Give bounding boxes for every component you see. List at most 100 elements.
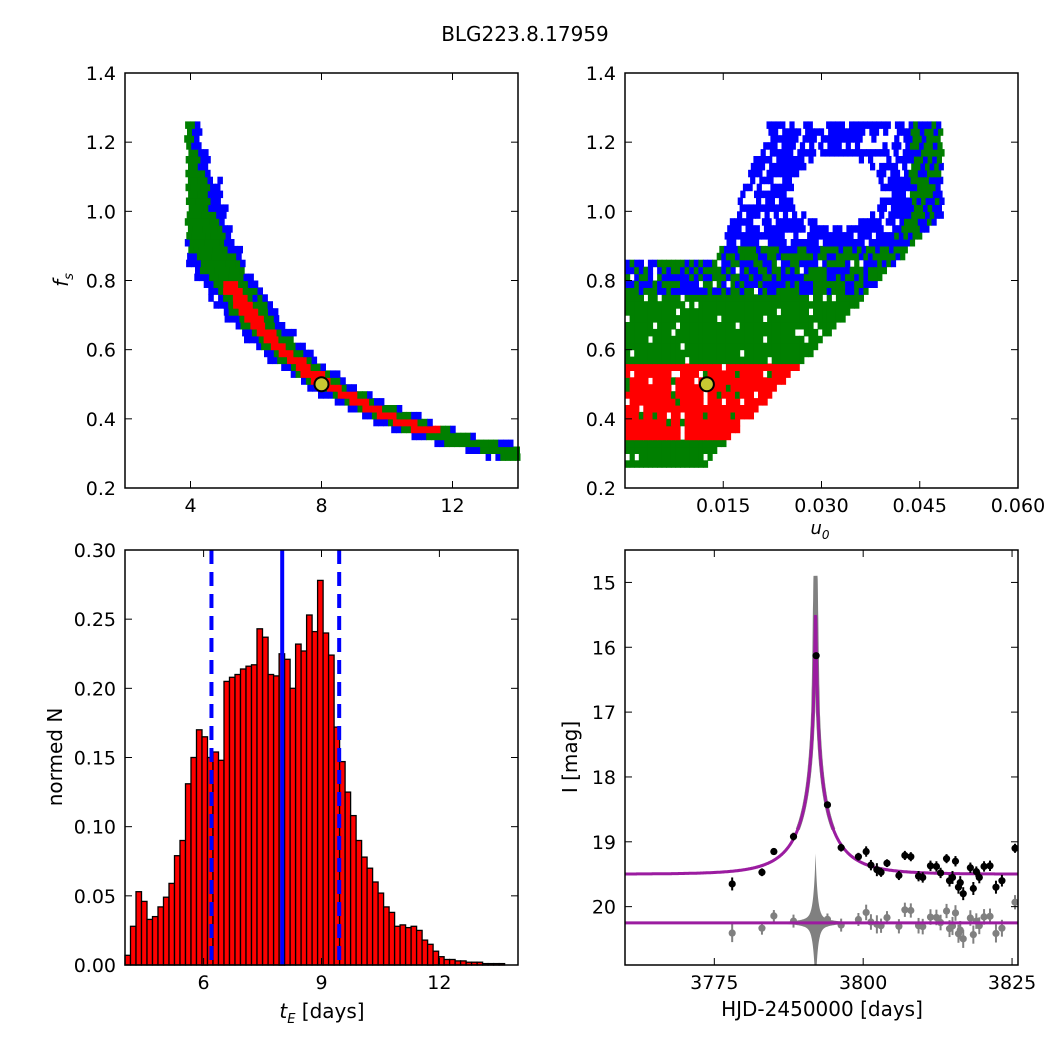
histogram-bar [261,636,269,966]
heatmap-cell [680,405,686,413]
heatmap-cell [237,287,244,295]
heatmap-cell [643,287,649,295]
heatmap-cell [712,384,718,392]
heatmap-cell [915,162,921,171]
heatmap-cell [783,149,789,157]
heatmap-cell [220,232,227,240]
heatmap-cell [766,169,772,178]
heatmap-cell [931,121,937,129]
heatmap-cell [771,259,777,268]
heatmap-cell [763,225,770,233]
heatmap-cell [638,411,644,420]
heatmap-cell [647,342,654,351]
heatmap-cell [210,232,217,240]
heatmap-cell [735,280,741,288]
heatmap-cell [367,411,373,420]
heatmap-cell [778,245,785,254]
heatmap-cell [794,315,800,323]
heatmap-cell [190,197,197,205]
heatmap-cell [629,280,635,288]
heatmap-cell [702,259,709,268]
heatmap-cell [666,322,672,330]
heatmap-cell [852,149,858,157]
heatmap-cell [771,169,777,178]
heatmap-cell [730,411,736,420]
heatmap-cell [680,301,686,309]
heatmap-cell [744,335,750,344]
heatmap-cell [675,391,681,399]
y-tick-label: 0.10 [74,817,116,839]
heatmap-cell [288,349,294,358]
heatmap-cell [871,135,877,143]
heatmap-cell [208,294,214,302]
heatmap-cell [634,328,640,337]
heatmap-cell [858,280,864,288]
heatmap-cell [643,370,649,378]
heatmap-cell [799,273,805,282]
heatmap-cell [684,335,690,344]
heatmap-cell [735,370,741,378]
heatmap-cell [730,363,736,371]
heatmap-cell [334,398,341,406]
heatmap-cell [311,356,318,365]
histogram-bar [195,729,203,966]
heatmap-cell [921,135,927,143]
heatmap-cell [698,342,704,351]
heatmap-cell [684,259,690,268]
heatmap-cell [661,377,667,385]
histogram-bar [399,924,407,966]
histogram-bar [168,882,176,966]
heatmap-cell [652,280,658,288]
heatmap-cell [652,377,658,385]
heatmap-cell [402,418,409,427]
heatmap-cell [739,294,745,302]
y-tick-label: 0.15 [74,748,116,770]
data-point [966,864,974,872]
heatmap-cell [908,121,914,129]
heatmap-cell [881,259,887,268]
heatmap-cell [198,204,204,212]
heatmap-cell [666,335,672,344]
heatmap-cell [744,287,750,295]
heatmap-cell [881,169,887,178]
heatmap-cell [657,273,663,282]
heatmap-cell [189,135,195,143]
heatmap-cell [730,294,736,302]
heatmap-cell [845,239,851,247]
histogram-bar [443,958,451,966]
heatmap-cell [661,308,667,316]
heatmap-cell [784,183,790,192]
heatmap-cell [864,225,870,233]
heatmap-cell [748,370,754,378]
heatmap-cell [652,425,658,434]
heatmap-cell [197,176,204,185]
heatmap-cell [242,328,248,337]
heatmap-cell [776,301,782,309]
heatmap-cell [422,418,428,427]
heatmap-cell [680,460,686,468]
heatmap-cell [716,252,722,261]
heatmap-cell [638,398,644,406]
heatmap-cell [785,287,791,295]
heatmap-cell [698,301,704,309]
heatmap-cell [198,149,204,157]
heatmap-cell [470,432,476,441]
heatmap-cell [753,280,759,288]
heatmap-cell [194,273,200,282]
heatmap-cell [237,245,243,254]
heatmap-cell [634,446,640,454]
heatmap-cell [454,439,460,448]
heatmap-cell [707,266,713,275]
heatmap-cell [698,439,704,448]
heatmap-cell [190,183,196,192]
heatmap-cell [854,252,860,261]
heatmap-cell [767,342,773,351]
heatmap-cell [270,342,277,351]
heatmap-cell [712,315,718,323]
heatmap-cell [796,128,802,136]
heatmap-cell [445,432,452,441]
heatmap-cell [707,370,713,378]
heatmap-cell [794,342,800,351]
heatmap-cell [213,280,219,288]
heatmap-cell [872,259,878,268]
